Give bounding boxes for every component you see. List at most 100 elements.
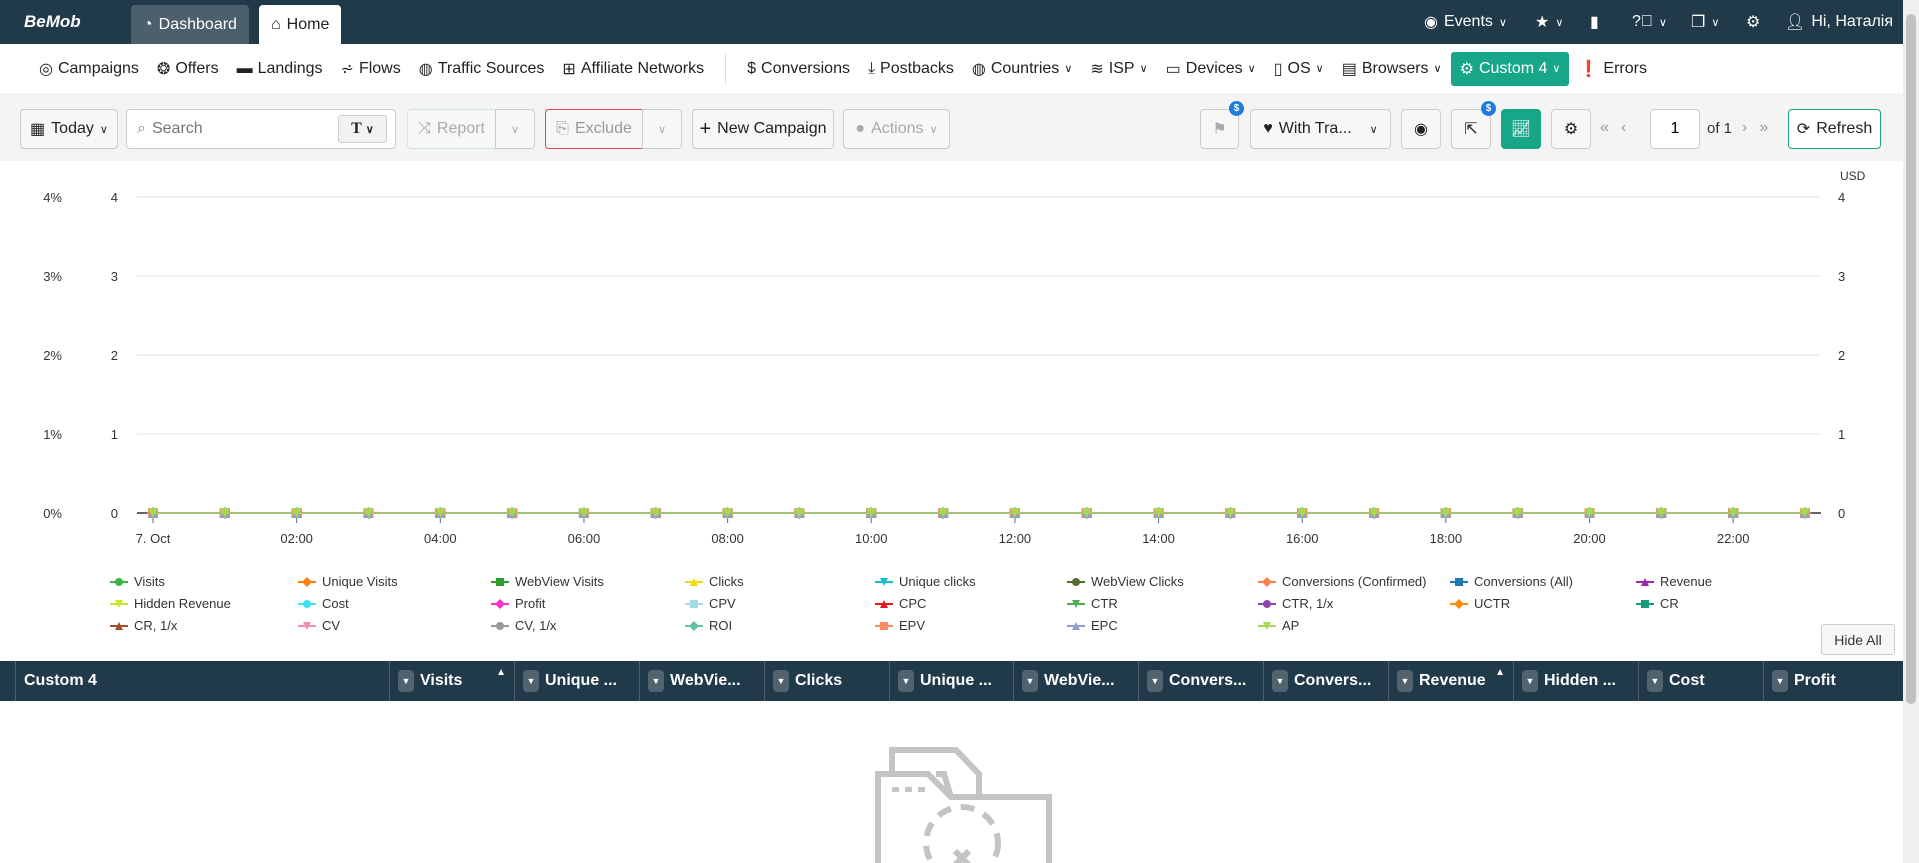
data-point[interactable]: [291, 508, 302, 518]
share-button[interactable]: ⇱ $: [1451, 101, 1496, 149]
help-menu[interactable]: ?⃝ ∨: [1632, 0, 1667, 44]
data-point[interactable]: [1584, 508, 1595, 518]
nav-item-custom-4[interactable]: ⚙ Custom 4 ∨: [1450, 51, 1570, 86]
nav-item-isp[interactable]: ≋ ISP ∨: [1081, 52, 1156, 86]
column-header[interactable]: ▼ Cost: [1638, 661, 1763, 701]
column-header[interactable]: ▼ WebVie...: [639, 661, 764, 701]
legend-item[interactable]: Visits: [110, 574, 165, 589]
actions-button[interactable]: ● Actions ∨: [843, 109, 950, 149]
data-point[interactable]: [1297, 508, 1308, 518]
data-point[interactable]: [148, 508, 158, 518]
column-header[interactable]: ▼ Unique ...: [889, 661, 1013, 701]
data-point[interactable]: [1728, 508, 1739, 518]
nav-item-browsers[interactable]: ▤ Browsers ∨: [1333, 52, 1451, 86]
hide-all-button[interactable]: Hide All: [1821, 624, 1895, 655]
data-point[interactable]: [880, 577, 888, 586]
date-range-button[interactable]: ▦ Today ∨: [20, 109, 118, 149]
data-point[interactable]: [115, 577, 123, 586]
data-point[interactable]: [303, 599, 311, 608]
legend-item[interactable]: Profit: [491, 596, 545, 611]
column-header[interactable]: ▼ Clicks: [764, 661, 889, 701]
page-input[interactable]: [1650, 109, 1700, 149]
legend-item[interactable]: UCTR: [1450, 596, 1510, 611]
legend-item[interactable]: WebView Clicks: [1067, 574, 1184, 589]
data-point[interactable]: [435, 508, 446, 518]
column-header[interactable]: Custom 4: [15, 661, 389, 701]
column-header[interactable]: ▼ WebVie...: [1013, 661, 1138, 701]
nav-item-postbacks[interactable]: ⤓ Postbacks: [859, 52, 963, 86]
scrollbar-thumb[interactable]: [1906, 14, 1916, 704]
data-point[interactable]: [1454, 598, 1464, 609]
filter-icon[interactable]: ▼: [773, 670, 789, 692]
sort-asc-icon[interactable]: ▲: [496, 667, 506, 678]
data-point[interactable]: [690, 577, 698, 586]
exclude-button[interactable]: ⎘ Exclude: [545, 109, 643, 149]
data-point[interactable]: [1072, 621, 1080, 630]
data-point[interactable]: [496, 621, 504, 630]
legend-item[interactable]: EPC: [1067, 618, 1118, 633]
data-point[interactable]: [1153, 508, 1164, 518]
first-page-icon[interactable]: «: [1600, 119, 1609, 136]
data-point[interactable]: [115, 599, 123, 608]
data-point[interactable]: [1369, 508, 1380, 518]
chat-button[interactable]: ▮: [1590, 0, 1599, 44]
filter-icon[interactable]: ▼: [523, 670, 539, 692]
flag-button[interactable]: ⚑ $: [1200, 101, 1244, 149]
data-point[interactable]: [1440, 508, 1451, 518]
nav-item-flows[interactable]: ⩫ Flows: [332, 52, 410, 86]
legend-item[interactable]: CV, 1/x: [491, 618, 556, 633]
filter-icon[interactable]: ▼: [1522, 670, 1538, 692]
legend-item[interactable]: Clicks: [685, 574, 744, 589]
legend-item[interactable]: CTR: [1067, 596, 1118, 611]
nav-item-devices[interactable]: ▭ Devices ∨: [1157, 52, 1265, 86]
legend-item[interactable]: CR, 1/x: [110, 618, 177, 633]
legend-item[interactable]: CR: [1636, 596, 1679, 611]
column-header[interactable]: ▼ Hidden ...: [1513, 661, 1638, 701]
legend-item[interactable]: CTR, 1/x: [1258, 596, 1333, 611]
legend-item[interactable]: AP: [1258, 618, 1299, 633]
nav-item-landings[interactable]: ▬ Landings: [228, 52, 332, 86]
nav-item-countries[interactable]: ◍ Countries ∨: [963, 52, 1082, 86]
data-point[interactable]: [1072, 599, 1080, 608]
nav-item-affiliate-networks[interactable]: ⊞ Affiliate Networks: [553, 52, 713, 86]
data-point[interactable]: [1263, 599, 1271, 608]
filter-icon[interactable]: ▼: [1397, 670, 1413, 692]
legend-item[interactable]: Revenue: [1636, 574, 1712, 589]
nav-item-campaigns[interactable]: ◎ Campaigns: [30, 52, 148, 86]
visibility-button[interactable]: ◉: [1401, 109, 1441, 149]
legend-item[interactable]: CPV: [685, 596, 736, 611]
next-page-icon[interactable]: ›: [1742, 119, 1748, 136]
nav-item-os[interactable]: ▯ OS ∨: [1265, 52, 1333, 86]
legend-item[interactable]: ROI: [685, 618, 732, 633]
legend-item[interactable]: Hidden Revenue: [110, 596, 231, 611]
column-header[interactable]: ▼ Profit: [1763, 661, 1888, 701]
filter-icon[interactable]: ▼: [898, 670, 914, 692]
column-header[interactable]: ▼ Visits ▲: [389, 661, 514, 701]
column-header[interactable]: ▼ Revenue ▲: [1388, 661, 1513, 701]
data-point[interactable]: [1656, 508, 1667, 518]
data-point[interactable]: [690, 599, 698, 608]
data-point[interactable]: [1641, 577, 1649, 586]
filter-icon[interactable]: ▼: [648, 670, 664, 692]
legend-item[interactable]: CV: [298, 618, 340, 633]
last-page-icon[interactable]: »: [1759, 119, 1769, 136]
search-input[interactable]: [151, 120, 332, 138]
filter-icon[interactable]: ▼: [398, 670, 414, 692]
legend-item[interactable]: CPC: [875, 596, 926, 611]
legend-item[interactable]: Conversions (All): [1450, 574, 1573, 589]
new-campaign-button[interactable]: + New Campaign: [692, 109, 834, 149]
filter-icon[interactable]: ▼: [1647, 670, 1663, 692]
data-point[interactable]: [880, 599, 888, 608]
data-point[interactable]: [1072, 577, 1080, 586]
column-settings-button[interactable]: ⚙: [1551, 109, 1591, 149]
search-type-select[interactable]: T ∨: [338, 115, 387, 143]
data-point[interactable]: [1800, 508, 1810, 518]
events-menu[interactable]: ◉ Events ∨: [1424, 0, 1507, 44]
data-point[interactable]: [363, 508, 374, 518]
data-point[interactable]: [302, 576, 312, 587]
legend-item[interactable]: EPV: [875, 618, 925, 633]
legend-item[interactable]: Unique Visits: [298, 574, 398, 589]
data-point[interactable]: [1641, 599, 1649, 608]
data-point[interactable]: [495, 598, 505, 609]
nav-item-errors[interactable]: ❗ Errors: [1569, 52, 1655, 86]
